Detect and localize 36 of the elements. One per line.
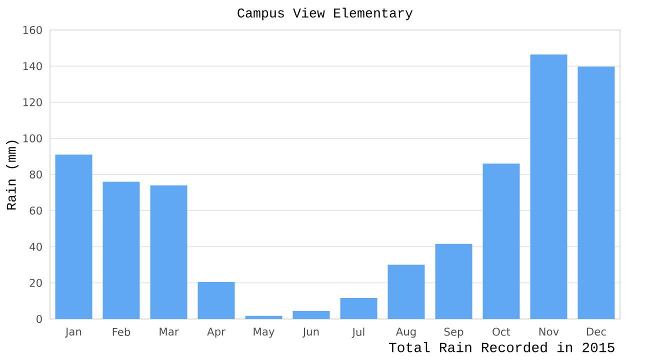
y-tick-label: 100 [23,134,42,142]
y-tick-label: 160 [23,26,42,34]
y-tick-label: 20 [30,278,42,287]
bar [245,316,282,319]
bar [578,66,615,319]
y-tick-label: 0 [36,314,42,324]
x-tick-label: May [254,328,274,338]
y-tick-label: 120 [23,98,42,106]
bar [55,154,92,319]
x-tick-label: Aug [396,328,416,338]
x-tick-label: Sep [444,328,464,338]
bar [340,298,378,319]
bar [530,54,568,319]
x-tick-label: Jan [64,328,82,338]
x-tick-label: Nov [539,328,559,336]
bar [435,244,472,319]
y-tick-label: 60 [30,206,42,215]
bar [482,164,520,319]
x-tick-label: Oct [492,328,510,336]
x-tick-label: Jun [302,328,319,338]
y-axis-title: Rain (mm) [6,140,18,210]
y-tick-label: 80 [30,170,42,179]
x-tick-label: Jul [352,328,364,338]
bar [292,311,330,319]
text: Total Rain Recorded in 2015 [388,342,614,352]
bar [198,282,235,319]
y-tick-label: 40 [30,242,42,251]
x-tick-label: Mar [160,328,179,336]
bar [102,182,140,319]
x-tick-label: Apr [207,328,226,338]
bar [150,185,188,319]
x-tick-label: Feb [112,328,130,336]
x-tick-label: Dec [586,328,606,336]
y-tick-label: 140 [23,62,42,70]
bar [388,264,425,319]
chart-title: Campus View Elementary [238,8,413,20]
